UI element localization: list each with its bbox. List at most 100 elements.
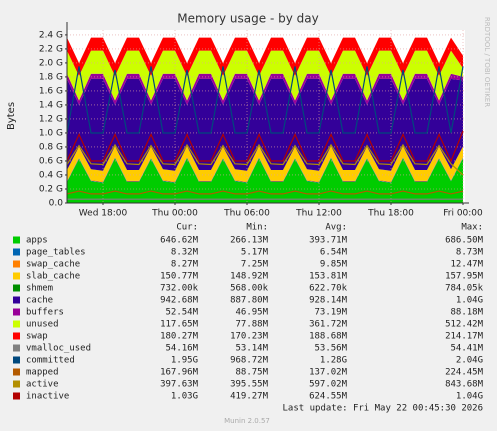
legend-swatch: [13, 236, 20, 244]
plot: 0.0 0.2 G 0.4 G 0.6 G 0.8 G 1.0 G 1.2 G 1.4 G 1.…: [39, 22, 483, 219]
legend-stat: 54.41M: [450, 344, 483, 354]
legend-label: inactive: [26, 392, 69, 402]
legend-stat: 1.04G: [456, 296, 483, 306]
legend-label: active: [26, 380, 59, 390]
legend-header: Cur:: [176, 223, 198, 233]
legend-stat: 1.04G: [456, 392, 483, 402]
y-tick-label: 1.6 G: [39, 86, 63, 96]
legend-stat: 12.47M: [450, 260, 483, 270]
legend-stat: 646.62M: [160, 236, 199, 246]
legend-stat: 8.32M: [171, 248, 199, 258]
legend-stat: 150.77M: [160, 272, 199, 282]
legend-stat: 393.71M: [309, 236, 348, 246]
legend-stat: 53.14M: [235, 344, 268, 354]
y-tick-label: 2.2 G: [39, 44, 63, 54]
legend-stat: 1.28G: [320, 356, 347, 366]
legend-swatch: [13, 320, 20, 328]
y-tick-label: 0.2 G: [39, 184, 63, 194]
y-tick-label: 0.6 G: [39, 156, 63, 166]
legend-stat: 732.00k: [160, 284, 199, 294]
x-tick-label: Wed 18:00: [79, 209, 128, 219]
area: [67, 37, 463, 76]
legend-header: Max:: [461, 223, 483, 233]
y-tick-label: 2.0 G: [39, 58, 63, 68]
legend-label: shmem: [26, 284, 53, 294]
footer: Munin 2.0.57: [224, 417, 270, 425]
legend-stat: 54.16M: [165, 344, 198, 354]
legend-stat: 73.19M: [314, 308, 347, 318]
legend-stat: 568.00k: [230, 284, 269, 294]
legend-stat: 622.70k: [309, 284, 348, 294]
legend-label: buffers: [26, 308, 64, 318]
y-tick-label: 2.4 G: [39, 30, 63, 40]
legend-stat: 77.88M: [235, 320, 268, 330]
legend-label: page_tables: [26, 248, 86, 258]
legend-stat: 117.65M: [160, 320, 199, 330]
legend-label: committed: [26, 356, 75, 366]
y-tick-label: 0.4 G: [39, 170, 63, 180]
legend-stat: 53.56M: [314, 344, 347, 354]
line: [66, 130, 464, 163]
x-tick-label: Thu 18:00: [367, 209, 414, 219]
legend-stat: 597.02M: [309, 380, 348, 390]
y-axis-label: Bytes: [6, 102, 17, 130]
legend-swatch: [13, 272, 20, 280]
legend-swatch: [13, 260, 20, 268]
legend-stat: 148.92M: [230, 272, 269, 282]
legend-swatch: [13, 392, 20, 400]
line: [66, 190, 464, 195]
legend-stat: 8.27M: [171, 260, 199, 270]
y-tick-label: 1.2 G: [39, 114, 63, 124]
x-tick-label: Thu 06:00: [223, 209, 270, 219]
legend-label: slab_cache: [26, 272, 80, 282]
legend-label: vmalloc_used: [26, 344, 91, 354]
chart-title: Memory usage - by day: [177, 12, 318, 26]
legend-stat: 419.27M: [230, 392, 269, 402]
legend-stat: 224.45M: [445, 368, 484, 378]
legend-label: swap_cache: [26, 260, 80, 270]
legend-stat: 46.95M: [235, 308, 268, 318]
area: [67, 73, 463, 105]
legend: Cur: Min: Avg: Max: apps 646.62M 266.13M 393.71…: [13, 223, 484, 402]
line: [66, 66, 464, 134]
legend-label: cache: [26, 296, 53, 306]
last-update: Last update: Fri May 22 00:45:30 2026: [283, 404, 483, 414]
x-tick-label: Thu 12:00: [295, 209, 342, 219]
legend-stat: 214.17M: [445, 332, 484, 342]
legend-stat: 843.68M: [445, 380, 484, 390]
legend-stat: 6.54M: [320, 248, 348, 258]
area: [67, 156, 463, 183]
x-tick-label: Fri 00:00: [443, 209, 483, 219]
legend-stat: 180.27M: [160, 332, 199, 342]
legend-swatch: [13, 248, 20, 256]
legend-label: apps: [26, 236, 48, 246]
y-tick-label: 1.8 G: [39, 72, 63, 82]
legend-stat: 188.68M: [309, 332, 348, 342]
legend-label: unused: [26, 320, 59, 330]
legend-stat: 9.85M: [320, 260, 348, 270]
legend-stat: 887.80M: [230, 296, 269, 306]
y-tick-label: 0.8 G: [39, 142, 63, 152]
legend-swatch: [13, 284, 20, 292]
watermark: RRDTOOL / TOBI OETIKER: [483, 17, 491, 107]
legend-stat: 167.96M: [160, 368, 199, 378]
legend-header: Avg:: [325, 223, 347, 233]
legend-stat: 361.72M: [309, 320, 348, 330]
legend-label: swap: [26, 332, 48, 342]
legend-stat: 170.23M: [230, 332, 269, 342]
legend-stat: 942.68M: [160, 296, 199, 306]
legend-stat: 395.55M: [230, 380, 269, 390]
legend-stat: 137.02M: [309, 368, 348, 378]
legend-stat: 88.75M: [235, 368, 268, 378]
legend-swatch: [13, 296, 20, 304]
legend-swatch: [13, 344, 20, 352]
area: [67, 146, 463, 182]
legend-stat: 1.95G: [171, 356, 198, 366]
legend-stat: 2.04G: [456, 356, 483, 366]
area: [67, 78, 463, 171]
legend-swatch: [13, 332, 20, 340]
legend-header: Min:: [246, 223, 268, 233]
legend-stat: 1.03G: [171, 392, 198, 402]
